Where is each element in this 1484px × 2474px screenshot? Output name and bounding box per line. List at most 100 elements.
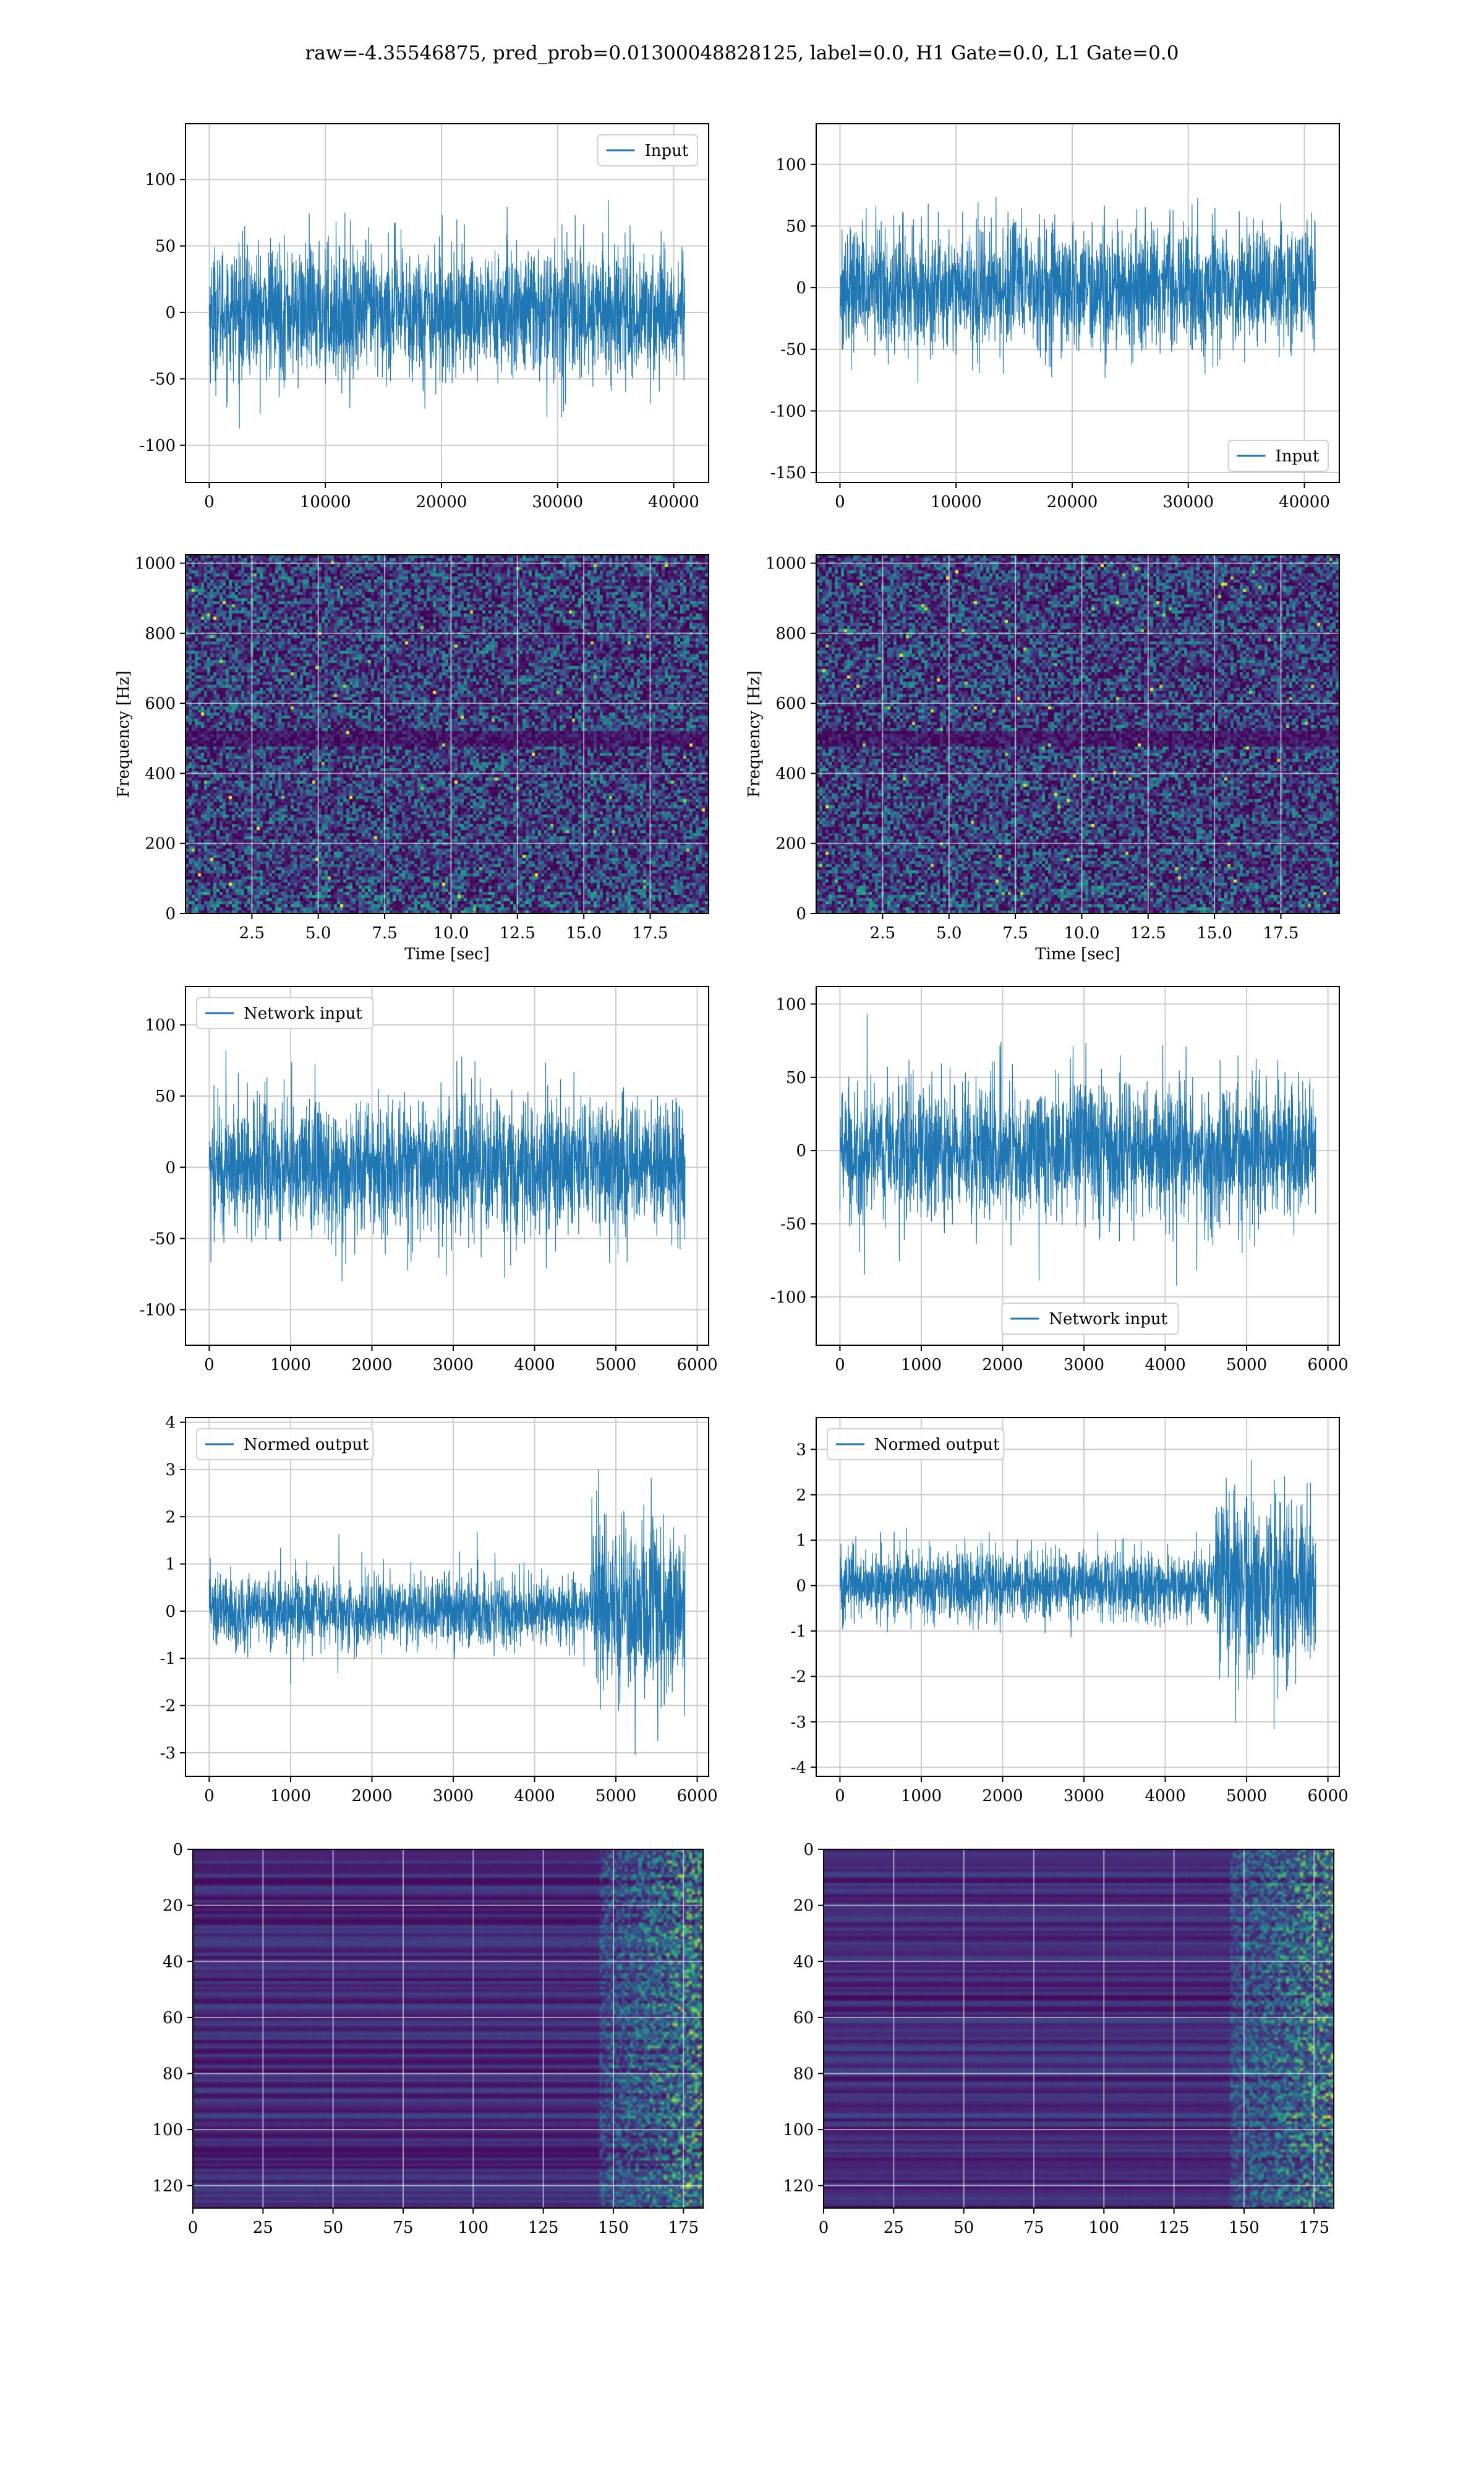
x-tick-label: 7.5 (1002, 924, 1028, 943)
x-tick-label: 2.5 (239, 924, 265, 943)
x-tick-label: 0 (188, 2219, 198, 2237)
legend-box (827, 1428, 1005, 1460)
legend-label: Network input (244, 1004, 362, 1023)
axes-frame (816, 1417, 1340, 1777)
l1-network-input-axes: 0 1000 2000 3000 4000 5000 6000 -100 -50 0 50 100 Ne… (770, 986, 1349, 1374)
y-tick-label: -1 (791, 1622, 806, 1641)
y-tick-label: -50 (780, 341, 806, 359)
y-tick-label: -2 (791, 1667, 806, 1686)
y-tick-label: 50 (155, 238, 176, 256)
x-tick-label: 2000 (982, 1356, 1023, 1374)
x-tick-label: 75 (393, 2219, 413, 2237)
x-tick-label: 6000 (676, 1787, 717, 1805)
axes-frame (823, 1849, 1334, 2209)
x-tick-label: 1000 (901, 1787, 942, 1805)
x-tick-label: 5.0 (305, 924, 331, 943)
y-tick-label: 0 (796, 1577, 806, 1596)
x-tick-label: 150 (598, 2219, 629, 2237)
y-tick-label: -50 (150, 1230, 176, 1248)
y-tick-label: 120 (152, 2177, 183, 2196)
x-tick-label: 5000 (1226, 1787, 1267, 1805)
l1-input-legend: Input (1227, 440, 1329, 472)
y-tick-label: 4 (165, 1414, 176, 1432)
axes-frame (816, 554, 1340, 914)
y-tick-label: 80 (163, 2065, 183, 2084)
y-tick-label: 120 (783, 2177, 814, 2196)
x-tick-label: 2000 (982, 1787, 1023, 1805)
h1-spectrogram-axes: 2.5 5.0 7.5 10.0 12.5 15.0 17.5 0 200 400 600 800 10… (114, 554, 709, 964)
y-tick-label: -3 (160, 1744, 176, 1763)
axes-frame (185, 123, 709, 483)
x-tick-label: 5000 (595, 1787, 636, 1805)
x-tick-label: 50 (953, 2219, 974, 2237)
x-tick-label: 175 (1298, 2219, 1329, 2237)
h1-network-input-axes: 0 1000 2000 3000 4000 5000 6000 -100 -50 0 50 100 Ne… (140, 986, 718, 1374)
x-tick-label: 0 (204, 493, 215, 511)
x-tick-label: 3000 (1064, 1787, 1104, 1805)
y-tick-label: 200 (775, 835, 806, 854)
x-tick-label: 10.0 (433, 924, 469, 943)
x-tick-label: 0 (835, 1356, 845, 1374)
x-tick-label: 5.0 (936, 924, 962, 943)
y-tick-label: 40 (793, 1953, 814, 1971)
y-tick-label: -3 (791, 1713, 806, 1732)
y-tick-label: -100 (140, 437, 176, 455)
l1-input-series-line (839, 197, 1316, 383)
y-tick-label: -50 (150, 370, 176, 388)
h1-input-series-line (208, 200, 686, 429)
h1-feature-map-axes: 0 25 50 75 100 125 150 175 0 20 40 60 80 100 120 (152, 1841, 704, 2237)
y-tick-label: -1 (160, 1650, 176, 1668)
h1-input-axes: 0 10000 20000 30000 40000 -100 -50 0 50 100 Input (140, 123, 709, 511)
l1-spectrogram-image (816, 555, 1339, 914)
axes-frame (816, 123, 1340, 483)
x-tick-label: 7.5 (372, 924, 397, 943)
x-tick-label: 15.0 (1196, 924, 1232, 943)
h1-normed-output-axes: 0 1000 2000 3000 4000 5000 6000 -3 -2 -1 0 1 2 3 4 Norm… (160, 1414, 718, 1805)
y-tick-label: 0 (165, 304, 176, 322)
y-tick-label: 1 (165, 1556, 176, 1574)
l1-normed-output-series-line (839, 1460, 1316, 1729)
legend-box (196, 997, 374, 1029)
x-tick-label: 5000 (1226, 1356, 1267, 1374)
x-tick-label: 0 (204, 1787, 215, 1805)
legend-box (597, 134, 698, 166)
x-tick-label: 25 (253, 2219, 273, 2237)
l1-spectrogram-axes: 2.5 5.0 7.5 10.0 12.5 15.0 17.5 0 200 400 600 800 10… (745, 554, 1340, 964)
x-tick-label: 17.5 (1263, 924, 1299, 943)
x-tick-label: 1000 (270, 1356, 311, 1374)
y-tick-label: 400 (775, 764, 806, 783)
x-tick-label: 3000 (1064, 1356, 1104, 1374)
x-tick-label: 3000 (433, 1356, 474, 1374)
y-tick-label: 200 (145, 835, 176, 854)
h1-network-input-legend: Network input (196, 997, 374, 1029)
y-tick-label: 0 (796, 905, 806, 923)
x-tick-label: 25 (884, 2219, 904, 2237)
axes-frame (185, 1417, 709, 1777)
x-tick-label: 2000 (351, 1356, 392, 1374)
h1-feature-map-image (193, 1849, 703, 2208)
y-tick-label: -100 (770, 402, 806, 421)
x-tick-label: 0 (204, 1356, 215, 1374)
x-tick-label: 30000 (1162, 493, 1214, 511)
l1-input-axes: 0 10000 20000 30000 40000 -150 -100 -50 0 50 100 In… (770, 123, 1340, 511)
x-tick-label: 40000 (1279, 493, 1330, 511)
x-tick-label: 4000 (514, 1356, 555, 1374)
x-tick-label: 50 (323, 2219, 343, 2237)
x-tick-label: 5000 (595, 1356, 636, 1374)
x-tick-label: 12.5 (500, 924, 535, 943)
x-tick-label: 125 (1159, 2219, 1190, 2237)
y-tick-label: -4 (791, 1758, 806, 1777)
x-tick-label: 20000 (416, 493, 467, 511)
y-tick-label: 60 (163, 2009, 183, 2027)
y-tick-label: 0 (165, 905, 176, 923)
y-tick-label: 100 (145, 1016, 176, 1035)
y-tick-label: 600 (775, 695, 806, 713)
x-tick-label: 6000 (1308, 1356, 1349, 1374)
legend-box (196, 1428, 374, 1460)
x-tick-label: 2.5 (870, 924, 895, 943)
y-tick-label: 100 (152, 2121, 183, 2139)
y-tick-label: 60 (793, 2009, 814, 2027)
legend-label: Input (1276, 447, 1320, 466)
l1-feature-map-axes: 0 25 50 75 100 125 150 175 0 20 40 60 80 100 120 (783, 1841, 1334, 2237)
l1-feature-map-image (824, 1849, 1334, 2208)
